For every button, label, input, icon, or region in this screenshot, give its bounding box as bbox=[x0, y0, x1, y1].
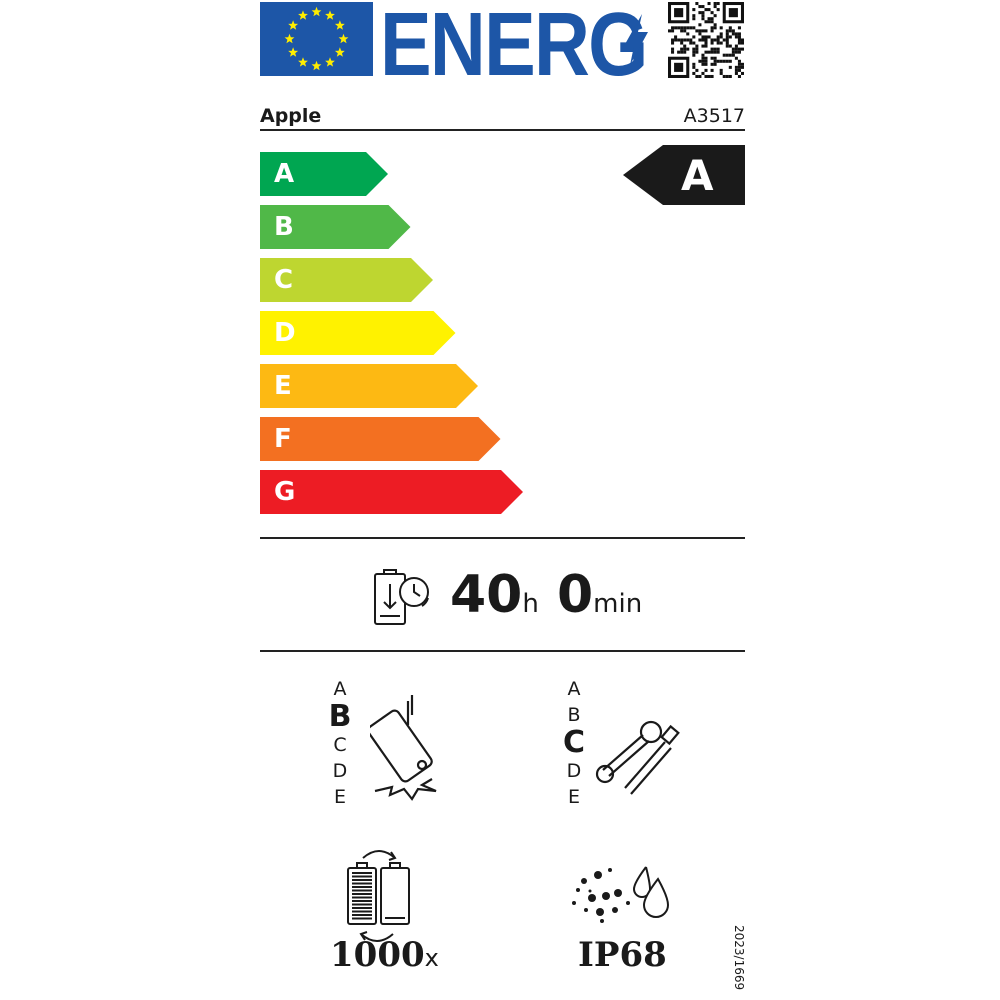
model-number: A3517 bbox=[683, 105, 745, 127]
ingress-protection-rating: IP68 bbox=[578, 935, 667, 975]
energy-class-letter: F bbox=[274, 424, 292, 454]
star-icon bbox=[311, 6, 322, 17]
minutes-unit: min bbox=[593, 589, 643, 619]
scale-letter-a: A bbox=[333, 678, 347, 700]
scale-letter-c: C bbox=[562, 725, 586, 760]
star-icon bbox=[298, 57, 308, 67]
phone-drop-icon bbox=[370, 695, 437, 801]
energy-class-letter: B bbox=[274, 212, 294, 242]
energy-class-letter: D bbox=[274, 318, 296, 348]
cycles-value: 1000 bbox=[330, 935, 425, 975]
star-icon bbox=[334, 20, 345, 30]
energy-class-bar-b: B bbox=[260, 205, 411, 249]
hours-unit: h bbox=[522, 589, 539, 619]
energy-class-bar-g: G bbox=[260, 470, 523, 514]
energy-class-letter: E bbox=[274, 371, 292, 401]
regulation-number: 2023/1669 bbox=[732, 925, 746, 991]
scale-letter-c: C bbox=[333, 734, 347, 756]
cycles-unit: x bbox=[424, 944, 439, 972]
battery-cycles-icon bbox=[347, 850, 410, 942]
battery-cycles: 1000x bbox=[330, 935, 439, 975]
energy-class-bar-d: D bbox=[260, 311, 456, 355]
energy-class-bar-c: C bbox=[260, 258, 433, 302]
star-icon bbox=[298, 10, 308, 20]
energy-class-bar-a: A bbox=[260, 152, 388, 196]
eu-flag bbox=[260, 2, 373, 76]
energy-class-letter: G bbox=[274, 477, 296, 507]
divider bbox=[260, 537, 745, 539]
rated-class-letter: A bbox=[681, 151, 714, 200]
star-icon bbox=[338, 33, 349, 44]
wrench-screwdriver-icon bbox=[595, 720, 680, 795]
scale-letter-d: D bbox=[332, 760, 348, 782]
rated-class-indicator: A bbox=[623, 145, 745, 205]
scale-letter-a: A bbox=[567, 678, 581, 700]
scale-letter-b: B bbox=[567, 704, 581, 726]
energy-logo-text: ENERG bbox=[380, 0, 648, 95]
dust-water-icon bbox=[572, 866, 670, 923]
star-icon bbox=[311, 60, 322, 71]
energy-class-bar-f: F bbox=[260, 417, 501, 461]
qr-code[interactable] bbox=[667, 2, 745, 78]
star-icon bbox=[288, 20, 299, 30]
energy-class-letter: A bbox=[274, 159, 295, 189]
star-icon bbox=[334, 47, 345, 57]
star-icon bbox=[284, 33, 295, 44]
star-icon bbox=[325, 10, 335, 20]
scale-letter-b: B bbox=[328, 699, 352, 734]
hours-value: 40 bbox=[450, 565, 523, 625]
energy-class-bar-e: E bbox=[260, 364, 478, 408]
battery-endurance: 40h 0min bbox=[450, 565, 642, 625]
energy-class-letter: C bbox=[274, 265, 294, 295]
divider bbox=[260, 129, 745, 131]
brand-name: Apple bbox=[260, 105, 322, 127]
lightning-icon bbox=[624, 14, 648, 65]
minutes-value: 0 bbox=[556, 565, 594, 625]
scale-letter-d: D bbox=[566, 760, 582, 782]
divider bbox=[260, 650, 745, 652]
star-icon bbox=[325, 57, 335, 67]
battery-clock-icon bbox=[374, 569, 429, 625]
star-icon bbox=[288, 47, 299, 57]
scale-letter-e: E bbox=[333, 786, 346, 808]
scale-letter-e: E bbox=[567, 786, 580, 808]
